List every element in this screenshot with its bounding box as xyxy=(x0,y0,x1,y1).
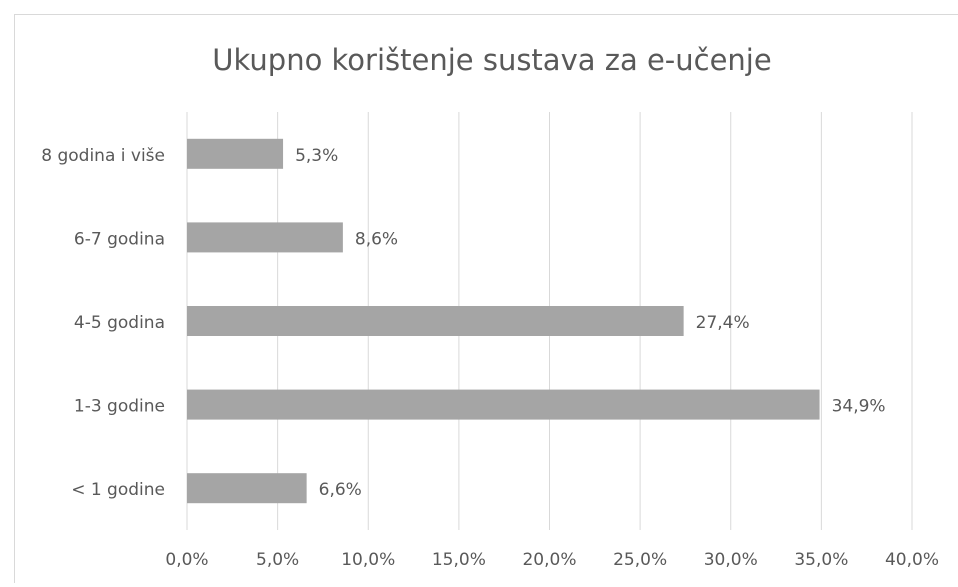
x-tick-label: 15,0% xyxy=(432,550,486,570)
bar xyxy=(187,306,684,336)
bar xyxy=(187,473,307,503)
bar xyxy=(187,139,283,169)
x-tick-label: 0,0% xyxy=(165,550,208,570)
data-label: 8,6% xyxy=(355,229,398,249)
y-tick-label: < 1 godine xyxy=(71,480,165,500)
y-tick-label: 6-7 godina xyxy=(74,229,165,249)
x-tick-label: 20,0% xyxy=(522,550,576,570)
data-label: 34,9% xyxy=(832,397,886,417)
data-label: 5,3% xyxy=(295,146,338,166)
y-tick-label: 8 godina i više xyxy=(41,146,165,166)
y-tick-label: 1-3 godine xyxy=(74,397,165,417)
x-tick-label: 35,0% xyxy=(794,550,848,570)
x-tick-label: 5,0% xyxy=(256,550,299,570)
chart-title: Ukupno korištenje sustava za e-učenje xyxy=(212,43,771,77)
x-tick-label: 10,0% xyxy=(341,550,395,570)
bar xyxy=(187,222,343,252)
x-tick-label: 30,0% xyxy=(704,550,758,570)
data-label: 6,6% xyxy=(319,480,362,500)
y-tick-label: 4-5 godina xyxy=(74,313,165,333)
bar xyxy=(187,390,820,420)
x-tick-label: 25,0% xyxy=(613,550,667,570)
x-tick-label: 40,0% xyxy=(885,550,939,570)
data-label: 27,4% xyxy=(696,313,750,333)
